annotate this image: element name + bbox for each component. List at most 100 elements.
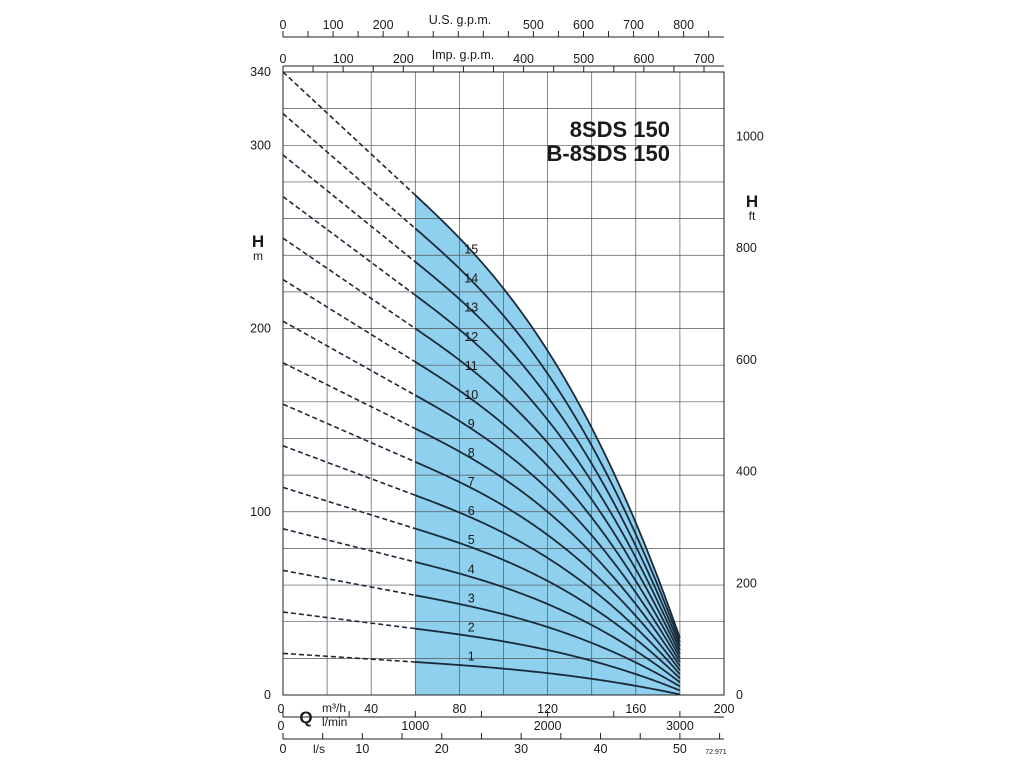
y-tick-label: 0 [264, 688, 271, 702]
curve-9 [414, 394, 681, 663]
x-unit-ls: l/s [313, 742, 325, 756]
plot-frame [282, 71, 725, 696]
curve-8-dashed [282, 362, 416, 430]
y-tick-label: 200 [250, 322, 271, 336]
curve-label-2: 2 [468, 620, 475, 634]
top-impgpm-tick-label: 0 [280, 52, 287, 66]
y2-tick-label: 600 [736, 353, 757, 367]
curve-label-4: 4 [468, 562, 475, 576]
footnote: 72.971 [705, 749, 727, 756]
top-usgpm-tick-label: 0 [280, 18, 287, 32]
curve-15 [414, 194, 681, 639]
top-impgpm-tick-label: 700 [694, 52, 715, 66]
x-lmin-tick-label: 0 [278, 719, 285, 733]
curve-8 [414, 427, 681, 667]
curve-label-7: 7 [468, 475, 475, 489]
x-m3h-tick-label: 160 [625, 702, 646, 716]
x-ls-tick-label: 50 [673, 742, 687, 756]
x-m3h-tick-label: 0 [278, 702, 285, 716]
curve-label-12: 12 [464, 330, 478, 344]
curve-label-3: 3 [468, 591, 475, 605]
curve-2 [415, 627, 681, 692]
curve-label-6: 6 [468, 504, 475, 518]
curve-9-dashed [282, 320, 416, 396]
x-m3h-tick-label: 200 [714, 702, 735, 716]
curve-13 [414, 261, 681, 647]
y-tick-label: 100 [250, 505, 271, 519]
top-impgpm-tick-label: 600 [633, 52, 654, 66]
curve-label-5: 5 [468, 533, 475, 547]
top-impgpm-tick-label: 200 [393, 52, 414, 66]
top-usgpm-tick-label: 800 [673, 18, 694, 32]
x-m3h-tick-label: 80 [452, 702, 466, 716]
curve-1-dashed [282, 652, 416, 663]
x-m3h-tick-label: 40 [364, 702, 378, 716]
y2-tick-label: 200 [736, 576, 757, 590]
top-unit-impgpm: Imp. g.p.m. [432, 48, 495, 62]
curve-11 [414, 327, 681, 655]
curve-10 [414, 361, 681, 659]
curve-2-dashed [282, 611, 416, 630]
chart-title: 8SDS 150 [570, 117, 670, 142]
x-ls-tick-label: 40 [594, 742, 608, 756]
y2-axis-label: H [746, 192, 758, 211]
top-impgpm-tick-label: 500 [573, 52, 594, 66]
curve-5-dashed [282, 486, 416, 530]
y2-tick-label: 800 [736, 241, 757, 255]
x-unit-lmin: l/min [322, 715, 347, 729]
curve-4-dashed [282, 528, 416, 563]
top-impgpm-tick-label: 400 [513, 52, 534, 66]
chart-subtitle: B-8SDS 150 [546, 141, 670, 166]
x-ls-tick-label: 10 [355, 742, 369, 756]
y2-axis-unit: ft [749, 209, 756, 223]
curve-14 [414, 227, 681, 643]
curve-5 [415, 527, 681, 679]
x-lmin-tick-label: 1000 [401, 719, 429, 733]
x-lmin-tick-label: 3000 [666, 719, 694, 733]
x-axis-label: Q [299, 708, 312, 727]
top-usgpm-tick-label: 600 [573, 18, 594, 32]
curve-label-14: 14 [464, 272, 478, 286]
curve-7 [414, 461, 681, 671]
y2-tick-label: 1000 [736, 129, 764, 143]
curve-3 [415, 594, 681, 688]
top-usgpm-tick-label: 500 [523, 18, 544, 32]
curve-14-dashed [282, 112, 416, 230]
top-unit-usgpm: U.S. g.p.m. [429, 13, 492, 27]
curve-7-dashed [282, 403, 416, 463]
y-tick-label: 340 [250, 65, 271, 79]
curve-label-15: 15 [464, 243, 478, 257]
top-impgpm-tick-label: 100 [333, 52, 354, 66]
x-unit-m3h: m³/h [322, 701, 346, 715]
curve-label-1: 1 [468, 650, 475, 664]
curve-11-dashed [282, 237, 416, 330]
curve-15-dashed [282, 71, 416, 196]
curve-12 [414, 294, 681, 651]
curve-4 [415, 561, 681, 684]
y2-tick-label: 0 [736, 688, 743, 702]
curve-label-11: 11 [465, 359, 478, 373]
curve-label-10: 10 [464, 388, 478, 402]
x-m3h-tick-label: 120 [537, 702, 558, 716]
x-ls-tick-label: 20 [435, 742, 449, 756]
top-usgpm-tick-label: 700 [623, 18, 644, 32]
curve-10-dashed [282, 278, 416, 363]
curve-12-dashed [282, 195, 416, 296]
curve-label-8: 8 [468, 446, 475, 460]
curve-1 [415, 661, 681, 696]
x-lmin-tick-label: 2000 [534, 719, 562, 733]
y-axis-unit: m [253, 249, 263, 263]
curve-3-dashed [282, 569, 416, 597]
y-axis-label: H [252, 232, 264, 251]
y2-tick-label: 400 [736, 465, 757, 479]
curve-label-13: 13 [464, 301, 478, 315]
curve-6 [414, 494, 681, 675]
axes-layer [282, 31, 724, 740]
curve-label-9: 9 [468, 417, 475, 431]
x-ls-tick-label: 0 [280, 742, 287, 756]
y-tick-label: 300 [250, 138, 271, 152]
x-ls-tick-label: 30 [514, 742, 528, 756]
curve-13-dashed [282, 154, 416, 263]
